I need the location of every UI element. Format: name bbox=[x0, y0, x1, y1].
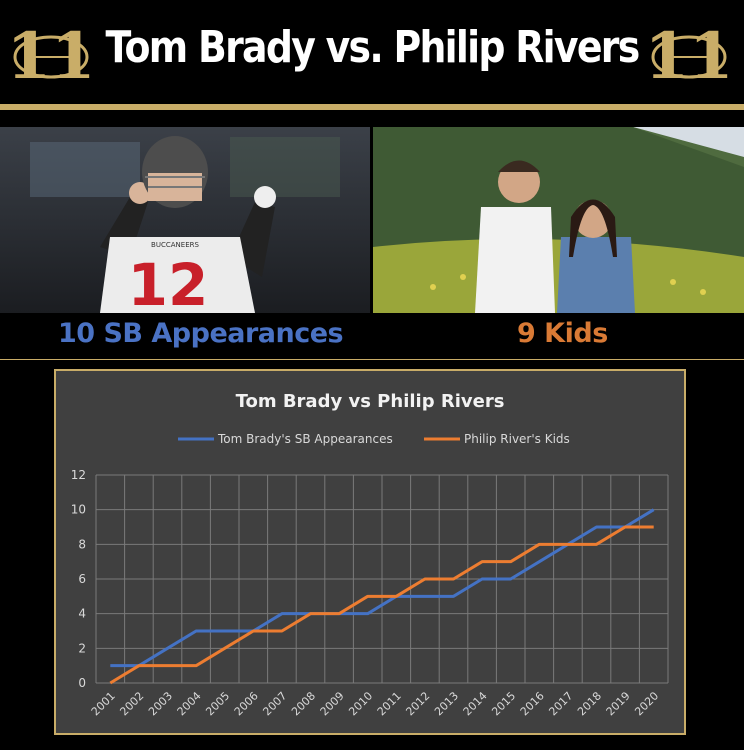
x-tick-label: 2003 bbox=[146, 689, 175, 718]
x-tick-label: 2018 bbox=[575, 689, 604, 718]
header-divider bbox=[0, 104, 744, 110]
y-tick-label: 10 bbox=[71, 503, 86, 517]
jersey-team: BUCCANEERS bbox=[151, 241, 199, 249]
line-chart: Tom Brady vs Philip Rivers Tom Brady's SB… bbox=[71, 391, 669, 718]
x-tick-label: 2016 bbox=[518, 689, 547, 718]
football-icon: 11 bbox=[10, 19, 92, 94]
x-tick-label: 2010 bbox=[346, 689, 375, 718]
x-tick-label: 2017 bbox=[546, 689, 575, 718]
x-tick-label: 2011 bbox=[375, 689, 404, 718]
x-tick-label: 2015 bbox=[489, 689, 518, 718]
section-divider bbox=[0, 359, 744, 360]
series-line bbox=[110, 508, 655, 668]
x-tick-label: 2014 bbox=[461, 689, 490, 718]
jersey-number: 12 bbox=[128, 251, 209, 313]
y-tick-label: 0 bbox=[78, 676, 86, 690]
x-tick-label: 2020 bbox=[632, 689, 661, 718]
rivers-photo-illustration bbox=[373, 127, 744, 313]
y-tick-label: 4 bbox=[78, 607, 86, 621]
y-tick-label: 12 bbox=[71, 468, 86, 482]
header-banner: 11 Tom Brady vs. Philip Rivers 11 bbox=[0, 0, 744, 112]
logo-number: 11 bbox=[10, 19, 92, 94]
legend-label: Tom Brady's SB Appearances bbox=[217, 432, 393, 446]
legend-label: Philip River's Kids bbox=[464, 432, 570, 446]
brady-photo-illustration: 12 BUCCANEERS bbox=[0, 127, 370, 313]
y-tick-label: 2 bbox=[78, 641, 86, 655]
chart-title: Tom Brady vs Philip Rivers bbox=[236, 391, 505, 412]
x-tick-label: 2002 bbox=[117, 689, 146, 718]
chart-panel: Tom Brady vs Philip Rivers Tom Brady's SB… bbox=[54, 369, 686, 735]
series-line bbox=[109, 525, 654, 685]
x-tick-label: 2008 bbox=[289, 689, 318, 718]
x-tick-label: 2004 bbox=[175, 689, 204, 718]
x-tick-label: 2001 bbox=[89, 689, 118, 718]
y-tick-label: 8 bbox=[78, 537, 86, 551]
x-tick-label: 2012 bbox=[403, 689, 432, 718]
x-tick-label: 2005 bbox=[203, 689, 232, 718]
x-tick-label: 2019 bbox=[604, 689, 633, 718]
rivers-photo bbox=[373, 127, 744, 313]
logo-number: 11 bbox=[648, 19, 730, 94]
x-tick-label: 2007 bbox=[260, 689, 289, 718]
brady-photo: 12 BUCCANEERS bbox=[0, 127, 370, 313]
rivers-caption: 9 Kids bbox=[517, 318, 608, 349]
y-tick-label: 6 bbox=[78, 572, 86, 586]
brady-caption: 10 SB Appearances bbox=[58, 318, 344, 349]
x-tick-label: 2013 bbox=[432, 689, 461, 718]
football-icon: 11 bbox=[648, 19, 730, 94]
x-tick-label: 2009 bbox=[318, 689, 347, 718]
page-title: Tom Brady vs. Philip Rivers bbox=[105, 22, 640, 73]
x-tick-label: 2006 bbox=[232, 689, 261, 718]
